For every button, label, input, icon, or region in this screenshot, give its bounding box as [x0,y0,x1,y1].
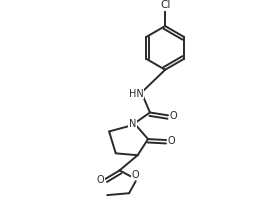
Text: HN: HN [129,89,144,98]
Text: O: O [132,169,140,179]
Text: O: O [168,135,175,145]
Text: Cl: Cl [160,0,170,10]
Text: O: O [96,174,104,184]
Text: N: N [129,118,136,128]
Text: O: O [170,111,177,121]
